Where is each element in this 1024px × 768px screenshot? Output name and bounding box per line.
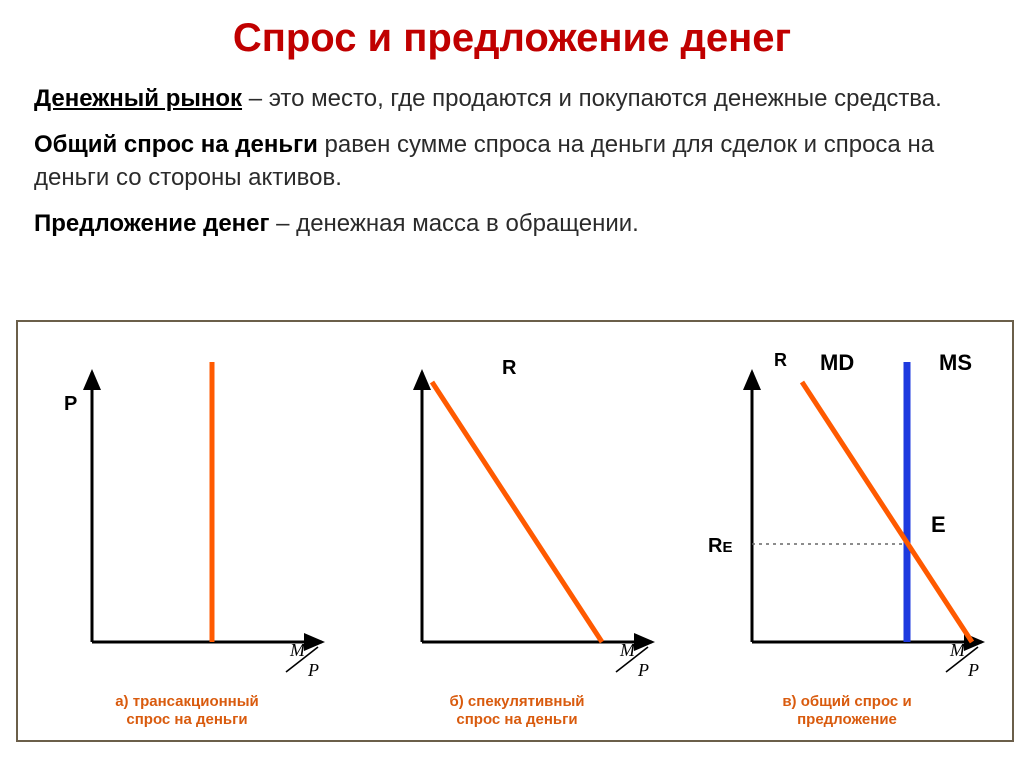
chart-b-svg: R MP	[352, 322, 682, 692]
caption-a: а) трансакционный спрос на деньги	[22, 693, 352, 731]
svg-text:R: R	[774, 350, 787, 370]
paragraph-3: Предложение денег – денежная масса в обр…	[34, 208, 996, 240]
term-money-market: Денежный рынок	[34, 85, 242, 112]
svg-text:M: M	[289, 640, 306, 660]
panel-b: R MP б) спекулятивный спрос на деньги	[352, 322, 682, 740]
p1-rest: – это место, где продаются и покупаются …	[242, 85, 942, 112]
svg-text:P: P	[967, 660, 979, 680]
slide-root: Спрос и предложение денег Денежный рынок…	[0, 0, 1024, 768]
svg-text:P: P	[64, 393, 77, 415]
svg-text:R: R	[502, 357, 517, 379]
chart-a-svg: PMP	[22, 322, 352, 692]
p3-rest: – денежная масса в обращении.	[270, 210, 639, 237]
svg-text:RE: RE	[708, 535, 732, 557]
chart-c-svg: R MD MS E RE MP	[682, 322, 1012, 692]
svg-text:E: E	[931, 512, 946, 537]
panel-c: R MD MS E RE MP в) общий спрос и предложение	[682, 322, 1012, 740]
paragraph-2: Общий спрос на деньги равен сумме спроса…	[34, 129, 996, 194]
svg-text:P: P	[637, 660, 649, 680]
caption-b: б) спекулятивный спрос на деньги	[352, 693, 682, 731]
svg-text:MD: MD	[820, 350, 854, 375]
term-money-supply: Предложение денег	[34, 210, 270, 237]
panel-a: PMP а) трансакционный спрос на деньги	[22, 322, 352, 740]
figure-frame: PMP а) трансакционный спрос на деньги RM…	[16, 320, 1014, 742]
page-title: Спрос и предложение денег	[28, 16, 996, 61]
term-total-demand: Общий спрос на деньги	[34, 131, 318, 158]
svg-text:M: M	[949, 640, 966, 660]
svg-text:MS: MS	[939, 350, 972, 375]
caption-c: в) общий спрос и предложение	[682, 693, 1012, 731]
panels-container: PMP а) трансакционный спрос на деньги RM…	[18, 322, 1012, 740]
svg-text:P: P	[307, 660, 319, 680]
paragraph-1: Денежный рынок – это место, где продаютс…	[34, 83, 996, 115]
svg-text:M: M	[619, 640, 636, 660]
